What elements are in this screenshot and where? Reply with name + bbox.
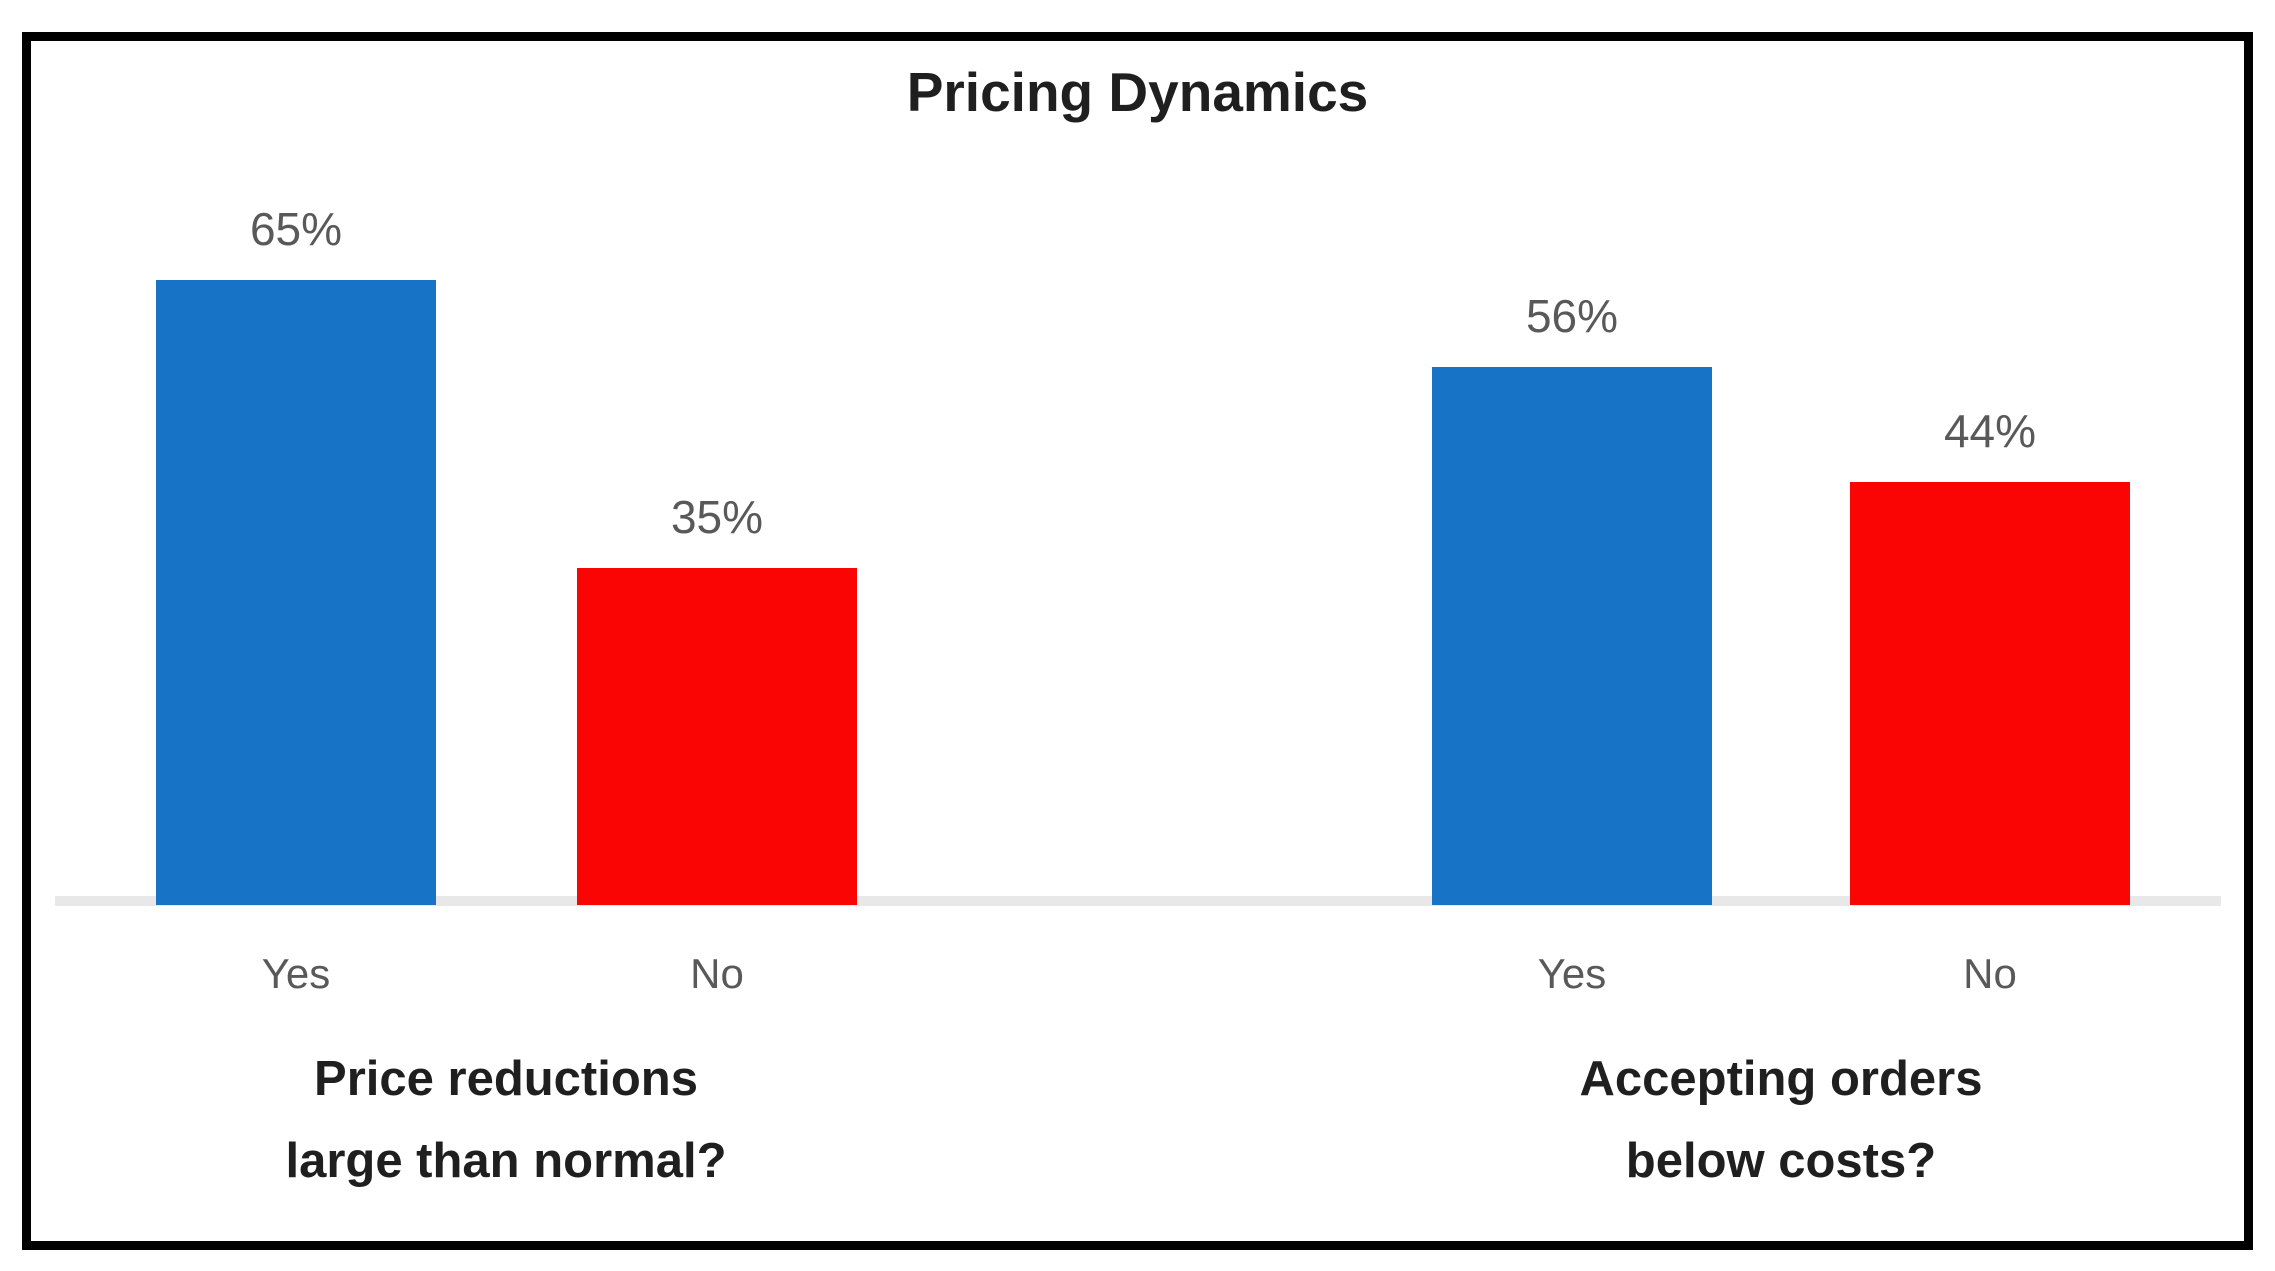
bar-no-group2: [1850, 482, 2130, 905]
x-axis-line: [55, 896, 2221, 906]
group-question-line: large than normal?: [285, 1134, 727, 1188]
bar-yes-group1: [156, 280, 436, 905]
value-label: 56%: [1525, 290, 1619, 342]
group-question-line: below costs?: [1625, 1134, 1937, 1188]
value-label: 65%: [249, 203, 343, 255]
group-question-line: Price reductions: [314, 1052, 698, 1106]
chart-frame-border: [22, 32, 2253, 1250]
group-question-label: Accepting orders below costs?: [1371, 1038, 2191, 1202]
group-question-label: Price reductions large than normal?: [96, 1038, 916, 1202]
group-question-line: Accepting orders: [1579, 1052, 1983, 1106]
bar-no-group1: [577, 568, 857, 905]
category-label: No: [690, 950, 744, 997]
category-label: No: [1963, 950, 2017, 997]
category-label: Yes: [1537, 950, 1607, 997]
value-label: 44%: [1943, 405, 2037, 457]
bar-yes-group2: [1432, 367, 1712, 905]
chart-title: Pricing Dynamics: [906, 61, 1369, 123]
category-label: Yes: [261, 950, 331, 997]
value-label: 35%: [670, 491, 764, 543]
